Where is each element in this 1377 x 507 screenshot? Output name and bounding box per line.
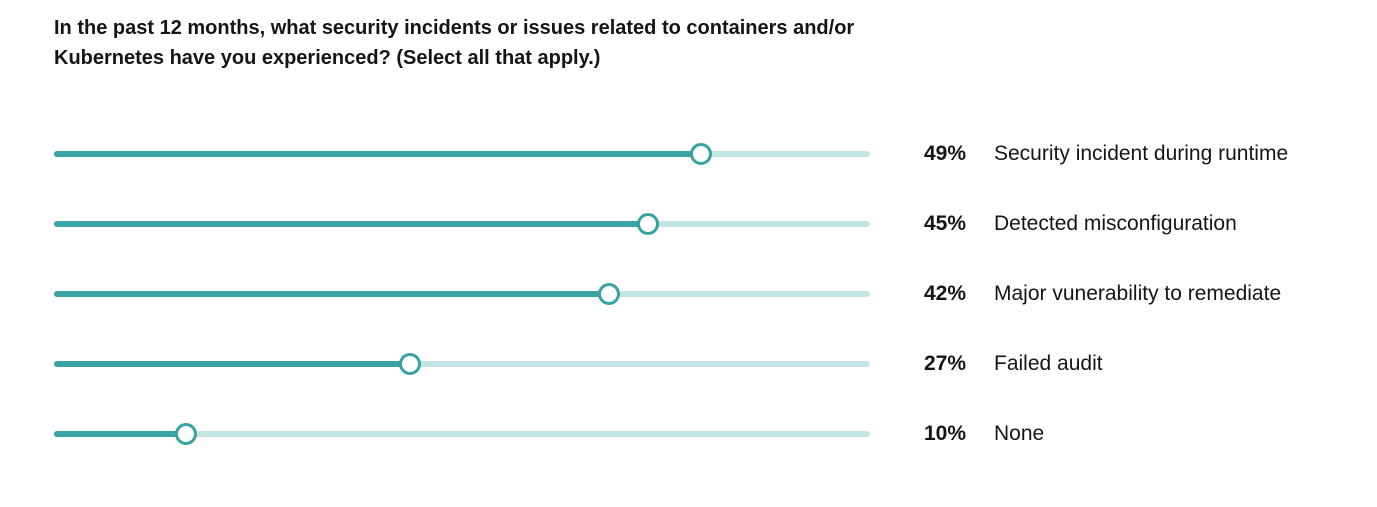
bar-category-label: None: [994, 422, 1045, 445]
bar-category-label: Failed audit: [994, 352, 1103, 375]
bar-value-marker: [637, 213, 660, 235]
bar-fill: [54, 361, 411, 367]
bar-category-label: Security incident during runtime: [994, 142, 1289, 165]
bar-row: 45% Detected misconfiguration: [0, 204, 1377, 244]
bar-row: 27% Failed audit: [0, 344, 1377, 384]
bar-value-label: 10%: [924, 422, 967, 445]
bar-fill: [54, 431, 187, 437]
bar-category-label: Detected misconfiguration: [994, 212, 1237, 235]
bar-track: [54, 361, 870, 367]
bar-row: 10% None: [0, 414, 1377, 454]
bar-row: 49% Security incident during runtime: [0, 134, 1377, 174]
bar-fill: [54, 151, 701, 157]
bar-fill: [54, 291, 609, 297]
bar-value-label: 27%: [924, 352, 967, 375]
bar-track: [54, 431, 870, 437]
bar-value-marker: [175, 423, 198, 445]
bar-value-marker: [399, 353, 422, 375]
bar-value-label: 49%: [924, 142, 967, 165]
bar-value-label: 45%: [924, 212, 967, 235]
bar-row: 42% Major vunerability to remediate: [0, 274, 1377, 314]
bar-value-marker: [597, 283, 620, 305]
bar-fill: [54, 221, 649, 227]
chart-title: In the past 12 months, what security inc…: [54, 17, 855, 69]
bar-category-label: Major vunerability to remediate: [994, 282, 1282, 305]
bar-value-label: 42%: [924, 282, 967, 305]
bar-value-marker: [689, 143, 712, 165]
